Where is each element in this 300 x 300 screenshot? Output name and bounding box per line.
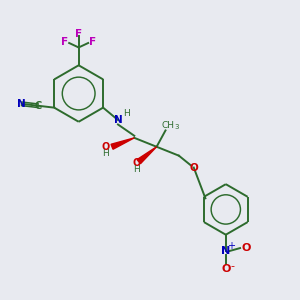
Text: H: H	[102, 149, 109, 158]
Text: C: C	[34, 101, 42, 111]
Text: N: N	[114, 115, 122, 125]
Text: F: F	[61, 38, 68, 47]
Text: N: N	[17, 99, 26, 109]
Text: O: O	[189, 163, 198, 172]
Text: O: O	[242, 243, 251, 253]
Text: H: H	[124, 109, 130, 118]
Text: -: -	[230, 261, 234, 271]
Text: O: O	[101, 142, 110, 152]
Polygon shape	[137, 147, 157, 164]
Text: +: +	[227, 241, 235, 251]
Text: F: F	[75, 29, 82, 39]
Text: CH: CH	[161, 121, 174, 130]
Text: F: F	[89, 38, 96, 47]
Text: 3: 3	[175, 124, 179, 130]
Text: H: H	[133, 165, 140, 174]
Text: O: O	[221, 265, 230, 275]
Text: O: O	[132, 158, 140, 168]
Polygon shape	[111, 138, 134, 149]
Text: N: N	[221, 246, 230, 256]
